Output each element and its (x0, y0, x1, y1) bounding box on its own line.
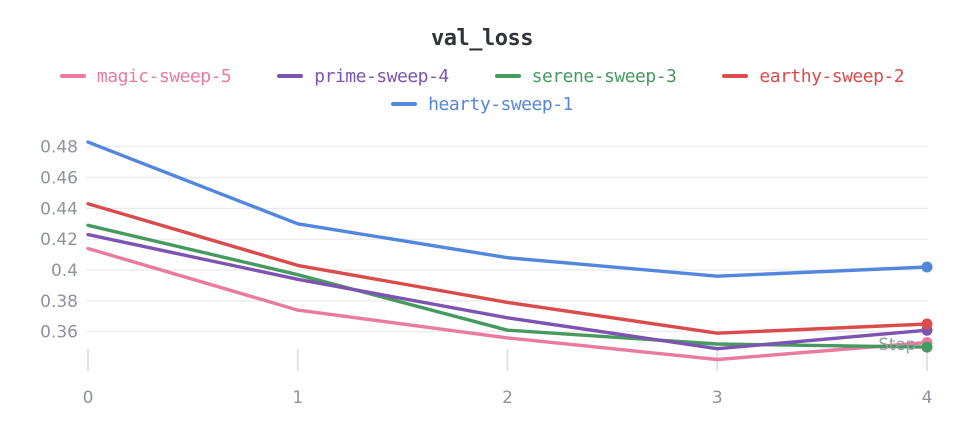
legend-label: prime-sweep-4 (314, 65, 449, 87)
legend-swatch-serene-sweep-3 (494, 74, 521, 78)
y-axis-tick-label: 0.42 (40, 230, 78, 250)
x-axis-tick-label: 4 (922, 388, 933, 408)
legend-item-serene-sweep-3[interactable]: serene-sweep-3 (494, 63, 677, 89)
series-endpoint-serene-sweep-3[interactable] (921, 341, 933, 353)
legend-label: hearty-sweep-1 (428, 93, 573, 115)
x-axis-tick-label: 3 (712, 388, 723, 408)
legend-swatch-earthy-sweep-2 (722, 74, 749, 78)
series-endpoint-hearty-sweep-1[interactable] (921, 261, 933, 273)
y-axis-tick-label: 0.4 (51, 261, 78, 281)
y-axis-tick-label: 0.48 (40, 138, 78, 158)
y-axis-tick-label: 0.46 (40, 169, 78, 189)
legend-label: magic-sweep-5 (96, 65, 232, 87)
legend-item-magic-sweep-5[interactable]: magic-sweep-5 (59, 63, 232, 89)
x-axis-tick-label: 1 (292, 388, 303, 408)
y-axis-tick-label: 0.44 (40, 199, 78, 219)
y-axis-tick-label: 0.38 (40, 292, 78, 312)
x-axis-title: Step (878, 335, 916, 354)
legend-swatch-hearty-sweep-1 (391, 102, 418, 106)
legend-item-earthy-sweep-2[interactable]: earthy-sweep-2 (722, 63, 905, 89)
chart-title: val_loss (431, 26, 533, 51)
legend-swatch-magic-sweep-5 (59, 74, 86, 78)
series-line-magic-sweep-5[interactable] (86, 246, 929, 362)
legend-swatch-prime-sweep-4 (277, 74, 304, 78)
legend-item-hearty-sweep-1[interactable]: hearty-sweep-1 (391, 91, 573, 117)
series-endpoint-earthy-sweep-2[interactable] (921, 318, 933, 330)
series-line-prime-sweep-4[interactable] (86, 232, 929, 351)
y-axis-tick-label: 0.36 (40, 323, 78, 343)
chart-legend: magic-sweep-5 prime-sweep-4 serene-sweep-3… (32, 63, 932, 117)
legend-label: earthy-sweep-2 (759, 65, 905, 87)
legend-label: serene-sweep-3 (531, 65, 677, 87)
series-line-serene-sweep-3[interactable] (86, 223, 929, 349)
x-axis-tick-label: 0 (83, 388, 94, 408)
legend-item-prime-sweep-4[interactable]: prime-sweep-4 (277, 63, 449, 89)
x-axis-tick-label: 2 (502, 388, 513, 408)
series-line-hearty-sweep-1[interactable] (86, 140, 929, 278)
series-line-earthy-sweep-2[interactable] (86, 201, 929, 335)
